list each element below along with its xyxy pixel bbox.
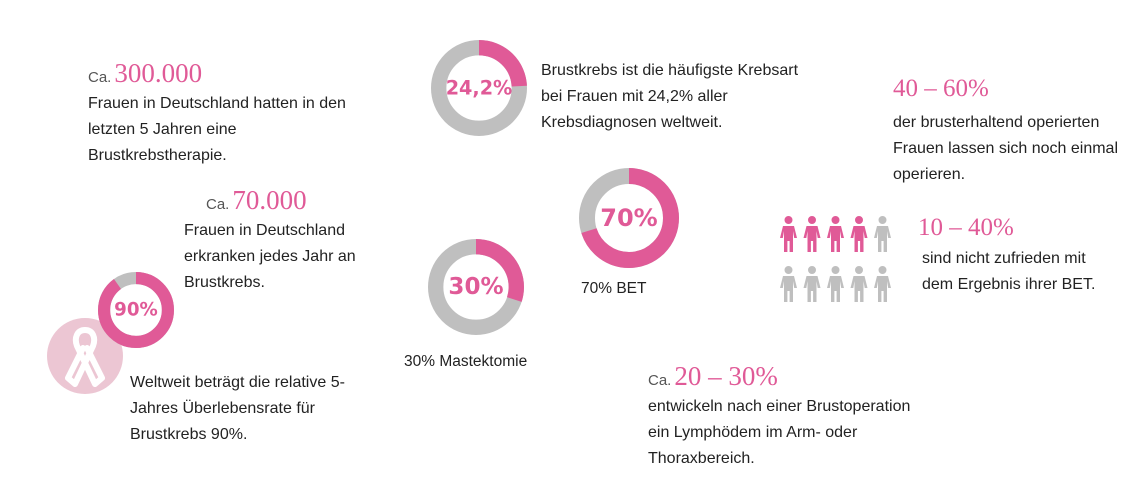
stat-lymphedema: Ca. 20 – 30% entwickeln nach einer Brusto… (648, 363, 918, 472)
person-neutral (874, 266, 891, 302)
stat-value: Ca. 70.000 (206, 187, 384, 214)
person-neutral (803, 266, 821, 302)
donut-label: 90% (114, 300, 158, 321)
stat-prefix: Ca. (206, 196, 230, 213)
donut-segment (431, 40, 527, 136)
stat-description: sind nicht zufrieden mit dem Ergebnis ih… (922, 250, 1096, 293)
stat-prefix: Ca. (648, 372, 672, 389)
stat-number: 40 – 60% (893, 75, 989, 102)
stat-prefix: Ca. (88, 69, 112, 86)
donut-survival: 90% (97, 271, 175, 349)
donut-segment (579, 168, 679, 268)
person-highlighted (827, 216, 844, 252)
donut-most-common: 24,2% (431, 40, 527, 136)
stat-number: 300.000 (114, 58, 203, 88)
people-icon (780, 216, 891, 302)
donut-label: 24,2% (446, 77, 513, 100)
caption-bet: 70% BET (581, 280, 647, 297)
stat-number: 20 – 30% (674, 361, 778, 391)
stat-description: entwickeln nach einer Brustoperation ein… (648, 398, 911, 467)
stat-value: Ca. 300.000 (88, 60, 348, 87)
stat-description: der brusterhaltend operierten Frauen las… (893, 114, 1119, 183)
stat-women-treated: Ca. 300.000 Frauen in Deutschland hatten … (88, 60, 348, 169)
donut-segment (428, 239, 524, 335)
stat-number: 10 – 40% (918, 214, 1014, 241)
stat-description: Frauen in Deutschland erkranken jedes Ja… (184, 222, 356, 291)
donut-label: 30% (448, 274, 503, 300)
stat-number: 70.000 (232, 185, 307, 215)
person-neutral (850, 266, 868, 302)
stat-unsatisfied: 10 – 40% sind nicht zufrieden mit dem Er… (918, 215, 1118, 298)
donut-bet: 70% (579, 168, 679, 268)
person-highlighted (803, 216, 821, 252)
person-neutral (780, 266, 797, 302)
stat-value: Ca. 20 – 30% (648, 363, 918, 390)
donut-segment (97, 271, 175, 349)
stat-new-cases: Ca. 70.000 Frauen in Deutschland erkranke… (184, 187, 384, 296)
caption-mastectomy: 30% Mastektomie (404, 353, 528, 370)
stat-survival: Weltweit beträgt die relative 5-Jahres Ü… (130, 366, 362, 448)
stat-most-common: Brustkrebs ist die häufigste Krebsart be… (541, 58, 811, 136)
person-highlighted (780, 216, 797, 252)
stat-description: Frauen in Deutschland hatten in den letz… (88, 95, 346, 164)
stat-description: Weltweit beträgt die relative 5-Jahres Ü… (130, 374, 345, 443)
donut-mastectomy: 30% (428, 239, 524, 335)
stat-description: Brustkrebs ist die häufigste Krebsart be… (541, 62, 799, 131)
person-neutral (827, 266, 844, 302)
stat-reoperation: 40 – 60% der brusterhaltend operierten F… (893, 76, 1123, 188)
ribbon-icon (65, 327, 105, 387)
person-highlighted (850, 216, 868, 252)
donut-label: 70% (600, 204, 657, 232)
person-neutral (874, 216, 891, 252)
